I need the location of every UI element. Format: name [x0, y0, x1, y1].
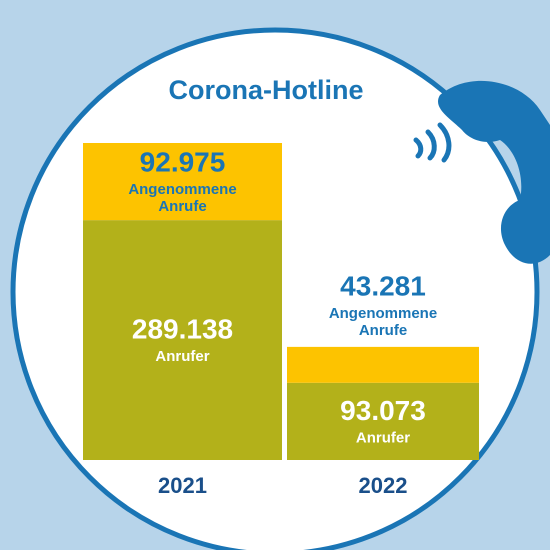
series-label: Angenommene Anrufe	[329, 305, 437, 339]
series-label: Anrufer	[356, 429, 410, 446]
bar-segment	[83, 220, 282, 460]
series-label: Anrufer	[155, 348, 209, 365]
x-tick-label: 2022	[359, 473, 408, 498]
bar-segment	[287, 346, 479, 383]
chart-title: Corona-Hotline	[169, 75, 364, 105]
phone-icon	[413, 80, 550, 264]
value-label: 92.975	[140, 146, 226, 177]
bar-segment	[287, 382, 479, 460]
bar-segment	[83, 143, 282, 221]
series-label: Angenommene Anrufe	[128, 181, 236, 215]
value-label: 93.073	[340, 395, 426, 426]
x-tick-label: 2021	[158, 473, 207, 498]
value-label: 289.138	[132, 313, 233, 344]
value-label: 43.281	[340, 270, 426, 301]
